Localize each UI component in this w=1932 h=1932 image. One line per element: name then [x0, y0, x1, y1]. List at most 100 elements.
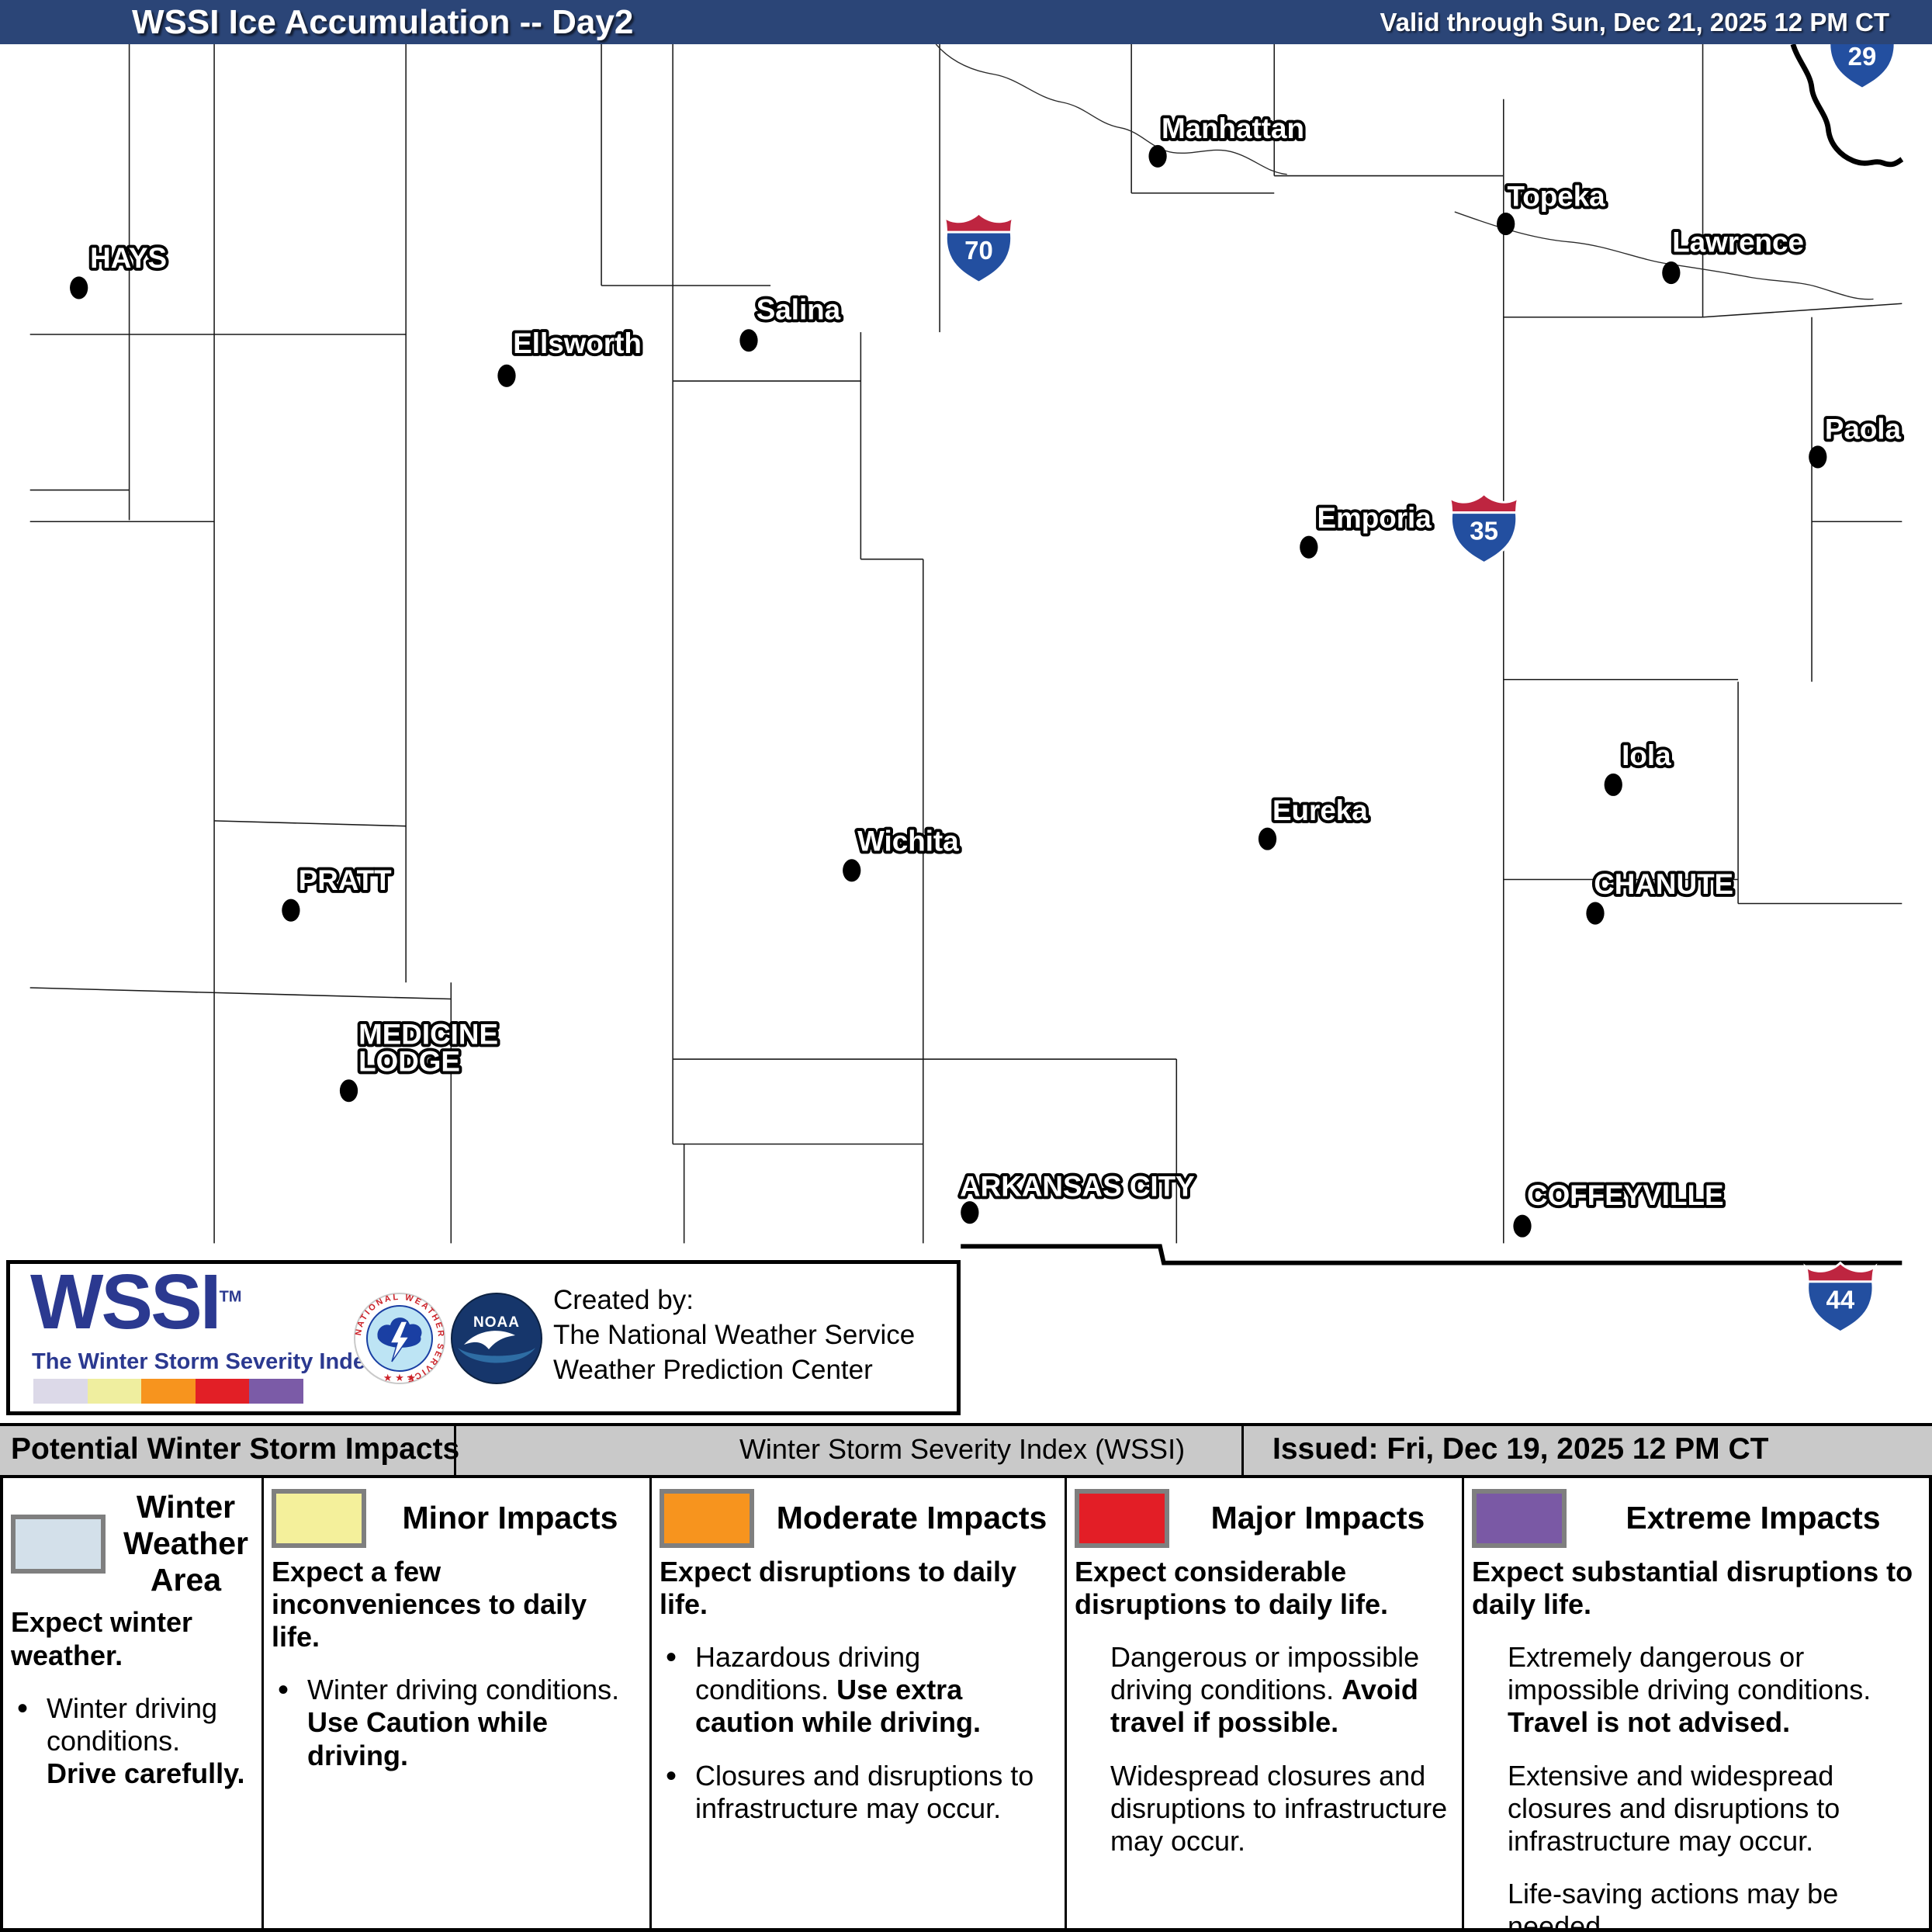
interstate-shield-44: 44 — [1803, 1261, 1878, 1334]
city-label: Emporia — [1317, 502, 1432, 534]
legend-title: Minor Impacts — [402, 1500, 618, 1536]
shield-number: 70 — [964, 236, 993, 265]
legend-column-moderate-impacts: Moderate Impacts Expect disruptions to da… — [649, 1478, 1065, 1928]
shield-number: 35 — [1470, 517, 1498, 545]
interstate-shields: 70 35 44 29 — [941, 44, 1896, 1334]
city-label: Lawrence — [1672, 226, 1804, 258]
legend-swatch-moderate-impacts — [660, 1489, 754, 1548]
legend-column-minor-impacts: Minor Impacts Expect a few inconveniences… — [261, 1478, 649, 1928]
city-topeka: Topeka — [1497, 177, 1608, 236]
nws-stars: ★ ★ ★ — [383, 1372, 416, 1383]
wssi-tagline: The Winter Storm Severity Index — [32, 1349, 379, 1374]
city-label: Manhattan — [1162, 113, 1304, 144]
legend-header-row: Winter Weather Area — [11, 1489, 252, 1598]
city-lawrence: Lawrence — [1662, 223, 1807, 285]
created-by-text: Created by: The National Weather Service W… — [553, 1283, 915, 1387]
city-markers: Manhattan Topeka Lawrence HAYS Salina Ellswor… — [70, 109, 1904, 1238]
city-dot — [1148, 144, 1167, 168]
legend-header-row: Extreme Impacts — [1472, 1489, 1926, 1548]
city-label: MEDICINE LODGE — [358, 1019, 498, 1078]
city-paola: Paola — [1809, 410, 1904, 469]
legend-column-extreme-impacts: Extreme Impacts Expect substantial disrup… — [1462, 1478, 1932, 1928]
city-label: Ellsworth — [513, 327, 642, 359]
city-ellsworth: Ellsworth — [497, 324, 645, 387]
city-salina: Salina — [739, 291, 844, 352]
city-hays: HAYS — [70, 239, 170, 299]
shield-number: 44 — [1826, 1286, 1855, 1314]
legend-item: Winter driving conditions. Drive careful… — [11, 1691, 252, 1790]
legend-header-row: Moderate Impacts — [660, 1489, 1055, 1548]
county-borders — [29, 44, 1903, 1244]
city-label: Eureka — [1272, 795, 1368, 826]
legend-swatch-winter-weather-area — [11, 1514, 106, 1574]
city-dot — [1586, 902, 1605, 925]
city-dot — [739, 329, 758, 352]
state-border-missouri-river — [1790, 44, 1904, 168]
city-label: Iola — [1622, 739, 1671, 771]
trademark-symbol: TM — [219, 1288, 242, 1306]
city-dot — [339, 1079, 358, 1103]
state-borders — [961, 44, 1904, 1265]
city-pratt: PRATT — [282, 861, 395, 922]
wssi-logo-text: WSSITM — [30, 1259, 242, 1345]
severity-strip-segment-5 — [249, 1379, 303, 1404]
city-arkansas-city: ARKANSAS CITY — [957, 1168, 1198, 1224]
bar-divider — [454, 1426, 456, 1475]
legend-title: Major Impacts — [1210, 1500, 1425, 1536]
city-label: CHANUTE — [1594, 868, 1733, 900]
city-label: Salina — [757, 294, 841, 326]
city-dot — [1662, 261, 1681, 285]
bar-divider — [1241, 1426, 1244, 1475]
legend-item: Extremely dangerous or impossible drivin… — [1508, 1641, 1871, 1739]
city-dot — [1497, 213, 1515, 236]
legend-item: Extensive and widespread closures and di… — [1508, 1759, 1840, 1857]
page-title: WSSI Ice Accumulation -- Day2 — [132, 3, 634, 41]
city-label: HAYS — [90, 242, 167, 274]
impacts-bar-title: Potential Winter Storm Impacts — [11, 1432, 460, 1466]
legend-item: Winter driving conditions. Use Caution w… — [272, 1672, 640, 1771]
created-by-line: The National Weather Service — [553, 1320, 916, 1350]
impacts-legend: Winter Weather Area Expect winter weather… — [0, 1478, 1932, 1932]
city-dot — [1300, 535, 1318, 559]
legend-swatch-minor-impacts — [272, 1489, 366, 1548]
severity-strip-segment-2 — [87, 1379, 142, 1404]
severity-color-strip — [33, 1379, 303, 1404]
interstate-shield-70: 70 — [941, 211, 1016, 284]
created-by-line: Weather Prediction Center — [553, 1355, 873, 1385]
legend-swatch-extreme-impacts — [1472, 1489, 1567, 1548]
city-dot — [497, 364, 516, 387]
issued-text: Issued: Fri, Dec 19, 2025 12 PM CT — [1272, 1432, 1769, 1466]
severity-strip-segment-4 — [195, 1379, 250, 1404]
city-label: COFFEYVILLE — [1527, 1179, 1724, 1211]
nws-logo: NATIONAL WEATHER SERVICE ★ ★ ★ — [354, 1293, 445, 1384]
city-dot — [1604, 773, 1622, 796]
legend-item: Hazardous driving conditions. Use extra … — [660, 1639, 1055, 1739]
city-dot — [282, 898, 300, 922]
river-line-manhattan — [935, 44, 1287, 175]
legend-intro: Expect considerable disruptions to daily… — [1075, 1556, 1389, 1621]
valid-through-text: Valid through Sun, Dec 21, 2025 12 PM CT — [1380, 8, 1889, 36]
city-iola: Iola — [1604, 736, 1674, 796]
wssi-index-label: Winter Storm Severity Index (WSSI) — [739, 1433, 1186, 1465]
created-by-line: Created by: — [553, 1285, 694, 1315]
legend-item: Closures and disruptions to infrastructu… — [660, 1758, 1055, 1825]
city-dot — [1513, 1214, 1532, 1238]
city-label: ARKANSAS CITY — [960, 1170, 1195, 1202]
city-chanute: CHANUTE — [1586, 865, 1736, 925]
city-manhattan: Manhattan — [1148, 109, 1307, 168]
severity-strip-segment-3 — [141, 1379, 196, 1404]
city-dot — [1258, 827, 1277, 850]
legend-title: Moderate Impacts — [776, 1500, 1047, 1536]
legend-intro: Expect a few inconveniences to daily lif… — [272, 1556, 587, 1653]
city-eureka: Eureka — [1258, 791, 1371, 850]
city-dot — [961, 1201, 979, 1224]
river-line-kansas — [1454, 211, 1874, 300]
impacts-title-bar: Potential Winter Storm Impacts Winter St… — [0, 1423, 1932, 1478]
map-svg: 70 35 44 29 Manhattan Topeka Lawrence HAYS Sali… — [29, 44, 1904, 1334]
legend-title: Extreme Impacts — [1626, 1500, 1881, 1536]
legend-column-winter-weather-area: Winter Weather Area Expect winter weather… — [3, 1478, 261, 1928]
city-dot — [70, 276, 88, 299]
road-us69 — [1848, 81, 1885, 1283]
title-bar: WSSI Ice Accumulation -- Day2 Valid thro… — [0, 0, 1932, 44]
road-i35 — [845, 227, 1823, 1246]
